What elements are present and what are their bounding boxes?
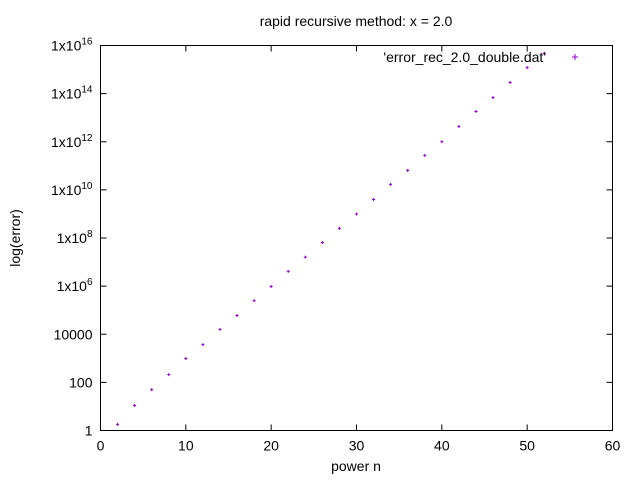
- x-tick-label: 10: [178, 438, 194, 454]
- y-tick-label: 10000: [54, 326, 93, 342]
- point: [286, 269, 290, 273]
- point: [201, 343, 205, 347]
- point: [389, 182, 393, 186]
- y-tick-label-base: 1x10: [57, 278, 88, 294]
- x-tick-label: 0: [97, 438, 105, 454]
- y-tick-label-base: 1x10: [51, 86, 82, 102]
- point: [269, 284, 273, 288]
- y-tick-label: 1x108: [57, 229, 93, 246]
- point: [355, 212, 358, 216]
- y-tick-label-exponent: 10: [81, 181, 93, 192]
- y-tick-label-exponent: 16: [81, 37, 93, 48]
- point: [303, 255, 307, 259]
- y-tick-label: 1x1016: [51, 37, 93, 54]
- y-tick-label-exponent: 6: [87, 277, 93, 288]
- y-tick-label-exponent: 8: [87, 229, 93, 240]
- point: [167, 373, 171, 377]
- point: [508, 80, 512, 84]
- y-tick-label-exponent: 14: [81, 85, 93, 96]
- point: [542, 51, 546, 55]
- point: [406, 168, 410, 172]
- chart-title: rapid recursive method: x = 2.0: [260, 13, 453, 29]
- x-tick-label: 40: [434, 438, 450, 454]
- y-tick-label-base: 1x10: [51, 38, 82, 54]
- point: [235, 314, 239, 318]
- y-tick-label-base: 1x10: [57, 230, 88, 246]
- point: [525, 66, 529, 70]
- point: [423, 153, 427, 157]
- point: [440, 140, 444, 144]
- y-tick-label: 1x1014: [51, 85, 93, 102]
- y-tick-label: 1x1012: [51, 133, 93, 150]
- y-tick-label-exponent: 12: [81, 133, 93, 144]
- point: [474, 110, 478, 114]
- y-tick-label: 1x1010: [51, 181, 93, 198]
- y-axis-label: log(error): [7, 209, 23, 267]
- point: [337, 226, 341, 230]
- point: [252, 299, 256, 303]
- point: [133, 403, 137, 407]
- point: [150, 388, 154, 392]
- y-tick-label-base: 1x10: [51, 182, 82, 198]
- point: [116, 422, 120, 426]
- legend-label: 'error_rec_2.0_double.dat': [383, 49, 546, 65]
- x-axis-label: power n: [331, 458, 381, 474]
- y-tick-label-base: 1x10: [51, 134, 82, 150]
- y-tick-label: 1: [85, 423, 93, 439]
- point: [184, 357, 188, 361]
- point: [491, 96, 495, 100]
- point: [372, 197, 376, 201]
- x-tick-label: 30: [349, 438, 365, 454]
- x-tick-label: 50: [519, 438, 535, 454]
- y-tick-label: 1x106: [57, 277, 93, 294]
- y-tick-label: 100: [69, 374, 93, 390]
- x-tick-label: 20: [263, 438, 279, 454]
- point: [457, 125, 461, 129]
- legend-marker: [572, 54, 578, 60]
- point: [320, 241, 324, 245]
- x-tick-label: 60: [605, 438, 621, 454]
- point: [218, 327, 222, 331]
